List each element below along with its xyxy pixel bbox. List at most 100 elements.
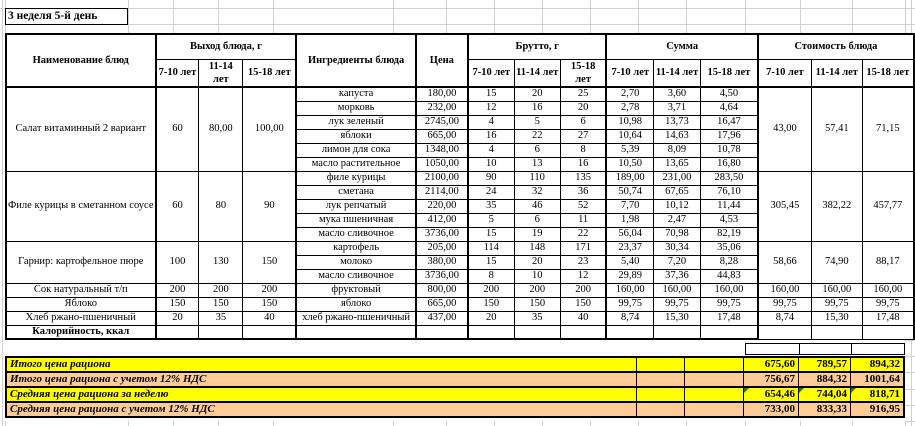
sum-cell[interactable]: 10,78 (699, 142, 759, 158)
gross-cell[interactable]: 5 (513, 114, 561, 130)
cost-cell[interactable]: 57,41 (810, 86, 863, 172)
summary-value[interactable]: 675,60 (743, 358, 798, 371)
gross-cell[interactable]: 6 (513, 142, 561, 158)
price-cell[interactable]: 437,00 (414, 310, 469, 326)
gross-cell[interactable]: 200 (513, 282, 561, 298)
ingredient-cell[interactable]: масло растительное (295, 156, 417, 172)
ingredient-cell[interactable]: масло сливочное (295, 226, 417, 242)
gross-cell[interactable]: 15 (466, 254, 515, 270)
cost-cell[interactable]: 58,66 (756, 240, 812, 284)
summary-value[interactable]: 1001,64 (850, 373, 903, 386)
ingredient-cell[interactable]: капуста (295, 86, 417, 102)
price-cell[interactable]: 665,00 (414, 296, 469, 312)
empty-cell[interactable] (852, 343, 905, 355)
ingredient-cell[interactable]: картофель (295, 240, 417, 256)
gross-cell[interactable]: 200 (466, 282, 515, 298)
col-header-output[interactable]: Выход блюда, г (154, 33, 297, 60)
gross-cell[interactable]: 16 (513, 100, 561, 116)
summary-value-flagged[interactable]: 654,46 (743, 388, 798, 401)
empty-cell[interactable] (684, 358, 743, 371)
price-cell[interactable]: 665,00 (414, 128, 469, 144)
sum-cell[interactable]: 29,89 (605, 268, 655, 284)
ingredient-cell[interactable]: сметана (295, 184, 417, 200)
cost-cell[interactable]: 457,77 (861, 170, 915, 242)
empty-cell[interactable] (684, 373, 743, 386)
sum-cell[interactable]: 7,70 (605, 198, 655, 214)
summary-value[interactable]: 884,32 (798, 373, 850, 386)
cost-cell[interactable]: 382,22 (810, 170, 863, 242)
sum-cell[interactable]: 2,70 (605, 86, 655, 102)
gross-cell[interactable]: 4 (466, 142, 515, 158)
age-col-header[interactable]: 11-14 лет (653, 58, 701, 88)
empty-cell[interactable] (636, 358, 684, 371)
output-cell[interactable]: 150 (242, 240, 297, 284)
gross-cell[interactable]: 114 (466, 240, 515, 256)
sum-cell[interactable]: 5,39 (605, 142, 655, 158)
empty-cell[interactable] (684, 388, 743, 401)
gross-cell[interactable]: 171 (559, 240, 607, 256)
sum-cell[interactable]: 10,64 (605, 128, 655, 144)
empty-cell[interactable] (414, 324, 469, 340)
ingredient-cell[interactable]: лимон для сока (295, 142, 417, 158)
gross-cell[interactable]: 150 (466, 296, 515, 312)
sum-cell[interactable]: 30,34 (653, 240, 701, 256)
sum-cell[interactable]: 15,30 (653, 310, 701, 326)
output-cell[interactable]: 80 (198, 170, 244, 242)
gross-cell[interactable]: 6 (559, 114, 607, 130)
dish-name-cell[interactable]: Сок натуральный т/п (5, 282, 157, 298)
sum-cell[interactable]: 56,04 (605, 226, 655, 242)
price-cell[interactable]: 2745,00 (414, 114, 469, 130)
gross-cell[interactable]: 110 (513, 170, 561, 186)
price-cell[interactable]: 205,00 (414, 240, 469, 256)
output-cell[interactable]: 100,00 (242, 86, 297, 172)
sum-cell[interactable]: 8,28 (699, 254, 759, 270)
cost-cell[interactable]: 88,17 (861, 240, 915, 284)
empty-cell[interactable] (756, 324, 812, 340)
cost-cell[interactable]: 160,00 (810, 282, 863, 298)
age-col-header[interactable]: 15-18 лет (242, 58, 297, 88)
gross-cell[interactable]: 150 (513, 296, 561, 312)
sum-cell[interactable]: 99,75 (605, 296, 655, 312)
sum-cell[interactable]: 16,47 (699, 114, 759, 130)
age-col-header[interactable]: 15-18 лет (559, 58, 607, 88)
age-col-header[interactable]: 7-10 лет (466, 58, 515, 88)
sum-cell[interactable]: 13,73 (653, 114, 701, 130)
price-cell[interactable]: 2100,00 (414, 170, 469, 186)
age-col-header[interactable]: 15-18 лет (699, 58, 759, 88)
gross-cell[interactable]: 11 (559, 212, 607, 228)
col-header-sum[interactable]: Сумма (605, 33, 759, 60)
output-cell[interactable]: 90 (242, 170, 297, 242)
empty-cell[interactable] (699, 324, 759, 340)
output-cell[interactable]: 130 (198, 240, 244, 284)
ingredient-cell[interactable]: мука пшеничная (295, 212, 417, 228)
sum-cell[interactable]: 4,53 (699, 212, 759, 228)
gross-cell[interactable]: 135 (559, 170, 607, 186)
dish-name-cell[interactable]: Хлеб ржано-пшеничный (5, 310, 157, 326)
gross-cell[interactable]: 16 (559, 156, 607, 172)
output-cell[interactable]: 40 (242, 310, 297, 326)
cost-cell[interactable]: 305,45 (756, 170, 812, 242)
gross-cell[interactable]: 148 (513, 240, 561, 256)
calories-label-cell[interactable]: Калорийность, ккал (5, 324, 157, 340)
dish-name-cell[interactable]: Гарнир: картофельное пюре (5, 240, 157, 284)
gross-cell[interactable]: 8 (559, 142, 607, 158)
price-cell[interactable]: 3736,00 (414, 268, 469, 284)
empty-cell[interactable] (861, 324, 915, 340)
sum-cell[interactable]: 70,98 (653, 226, 701, 242)
summary-value[interactable]: 833,33 (798, 403, 850, 416)
sum-cell[interactable]: 44,83 (699, 268, 759, 284)
empty-cell[interactable] (636, 403, 684, 416)
gross-cell[interactable]: 10 (513, 268, 561, 284)
ingredient-cell[interactable]: морковь (295, 100, 417, 116)
dish-name-cell[interactable]: Филе курицы в сметанном соусе (5, 170, 157, 242)
empty-cell[interactable] (198, 324, 244, 340)
gross-cell[interactable]: 4 (466, 114, 515, 130)
ingredient-cell[interactable]: фруктовый (295, 282, 417, 298)
summary-value-flagged[interactable]: 818,71 (850, 388, 903, 401)
output-cell[interactable]: 80,00 (198, 86, 244, 172)
gross-cell[interactable]: 19 (513, 226, 561, 242)
gross-cell[interactable]: 200 (559, 282, 607, 298)
gross-cell[interactable]: 12 (466, 100, 515, 116)
sum-cell[interactable]: 16,80 (699, 156, 759, 172)
gross-cell[interactable]: 22 (513, 128, 561, 144)
